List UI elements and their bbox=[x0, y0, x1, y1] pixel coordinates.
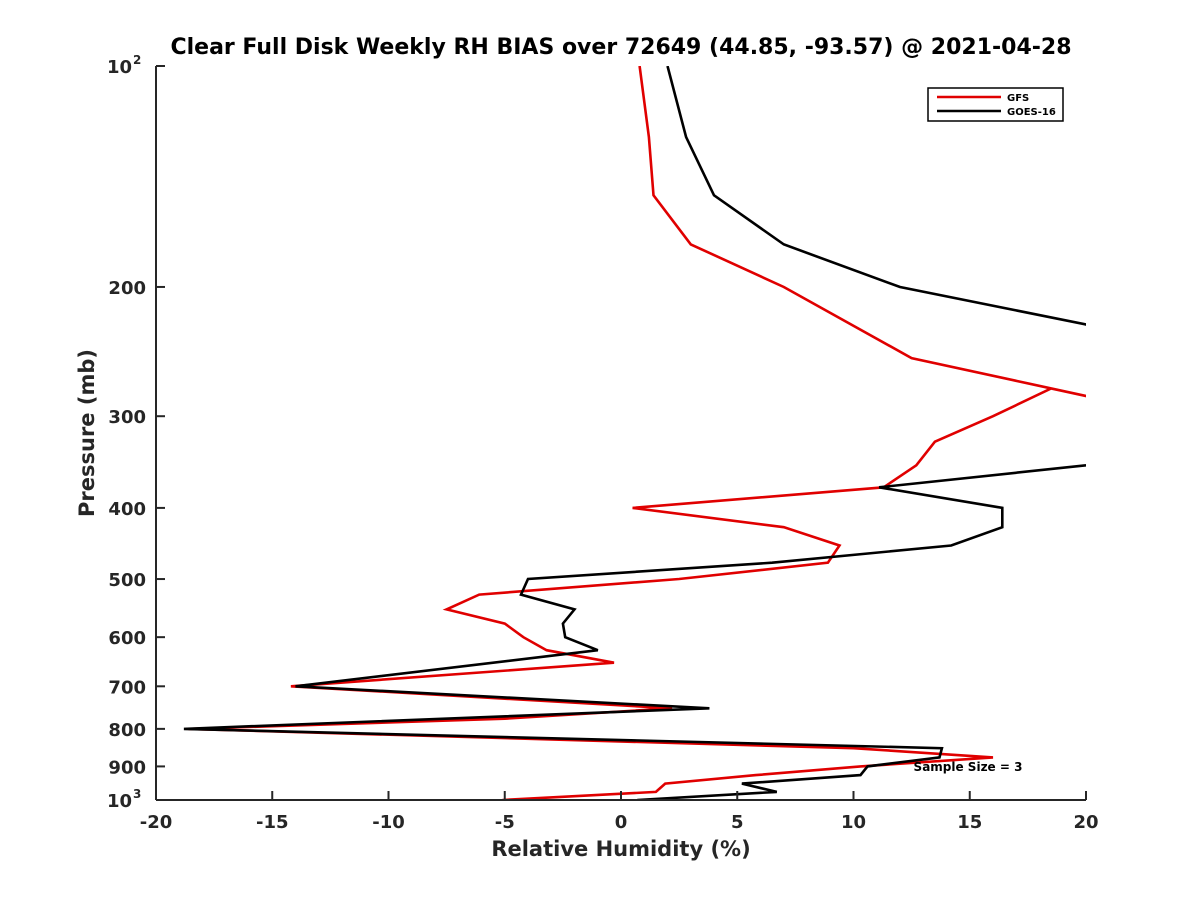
y-tick-label: 600 bbox=[108, 628, 146, 649]
x-tick-label: -5 bbox=[495, 812, 515, 833]
x-tick-label: 15 bbox=[957, 812, 982, 833]
x-tick-label: 20 bbox=[1073, 812, 1098, 833]
x-axis-label: Relative Humidity (%) bbox=[491, 837, 750, 861]
x-tick-label: -20 bbox=[140, 812, 173, 833]
series-line-goes-16 bbox=[183, 66, 1086, 800]
y-axis-label: Pressure (mb) bbox=[75, 349, 99, 517]
axes: -20 -15 -10 -5 0 5 10 15 20 200 300 400 500 600 700 800… bbox=[107, 53, 1099, 833]
chart-title: Clear Full Disk Weekly RH BIAS over 7264… bbox=[170, 35, 1071, 60]
x-tick-label: 10 bbox=[841, 812, 866, 833]
x-tick-label: -15 bbox=[256, 812, 289, 833]
y-tick-exponent-top: 2 bbox=[133, 53, 141, 67]
y-tick-label: 400 bbox=[108, 499, 146, 520]
x-tick-label: 0 bbox=[615, 812, 628, 833]
y-tick-label: 700 bbox=[108, 677, 146, 698]
x-tick-label: -10 bbox=[372, 812, 405, 833]
legend-label-goes-16: GOES-16 bbox=[1007, 107, 1056, 118]
y-tick-label: 800 bbox=[108, 720, 146, 741]
y-tick-label: 500 bbox=[108, 570, 146, 591]
x-tick-label: 5 bbox=[731, 812, 744, 833]
sample-size-annotation: Sample Size = 3 bbox=[914, 760, 1023, 774]
y-tick-label-bottom: 10 bbox=[107, 791, 132, 812]
y-tick-label: 200 bbox=[108, 278, 146, 299]
series-line-gfs bbox=[188, 66, 1086, 800]
y-tick-label: 900 bbox=[108, 757, 146, 778]
legend-box bbox=[927, 87, 1064, 122]
plot-area bbox=[183, 66, 1086, 800]
y-tick-exponent-bottom: 3 bbox=[133, 787, 141, 801]
legend-label-gfs: GFS bbox=[1007, 93, 1029, 104]
legend: GFS GOES-16 bbox=[927, 87, 1064, 122]
y-tick-label-top: 10 bbox=[107, 57, 132, 78]
y-tick-label: 300 bbox=[108, 407, 146, 428]
